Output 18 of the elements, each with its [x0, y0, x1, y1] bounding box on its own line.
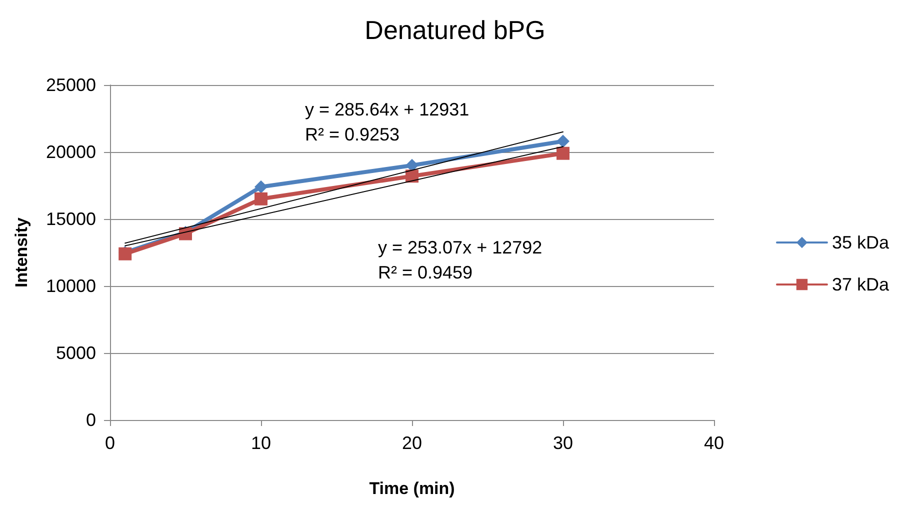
legend-label: 37 kDa: [832, 274, 890, 294]
y-tick-label: 10000: [46, 276, 96, 296]
y-tick-label: 25000: [46, 75, 96, 95]
x-tick-label: 20: [402, 433, 422, 453]
annotation: y = 285.64x + 12931 R² = 0.9253: [305, 100, 470, 144]
x-tick-label: 0: [104, 433, 116, 453]
x-tick-label: 40: [704, 433, 724, 453]
chart-title: Denatured bPG: [364, 15, 546, 45]
annotation: y = 253.07x + 12792 R² = 0.9459: [378, 238, 542, 282]
y-tick-label: 20000: [46, 142, 96, 162]
y-tick-label: 0: [86, 410, 96, 430]
y-tick-label: 5000: [56, 343, 96, 363]
x-tick-label: 30: [552, 433, 574, 453]
y-tick-label: 15000: [46, 209, 96, 229]
x-tick-label: 10: [250, 433, 272, 453]
x-axis-title: Time (min): [369, 479, 455, 498]
y-axis-title: Intensity: [12, 217, 31, 288]
legend-label: 35 kDa: [832, 232, 890, 252]
